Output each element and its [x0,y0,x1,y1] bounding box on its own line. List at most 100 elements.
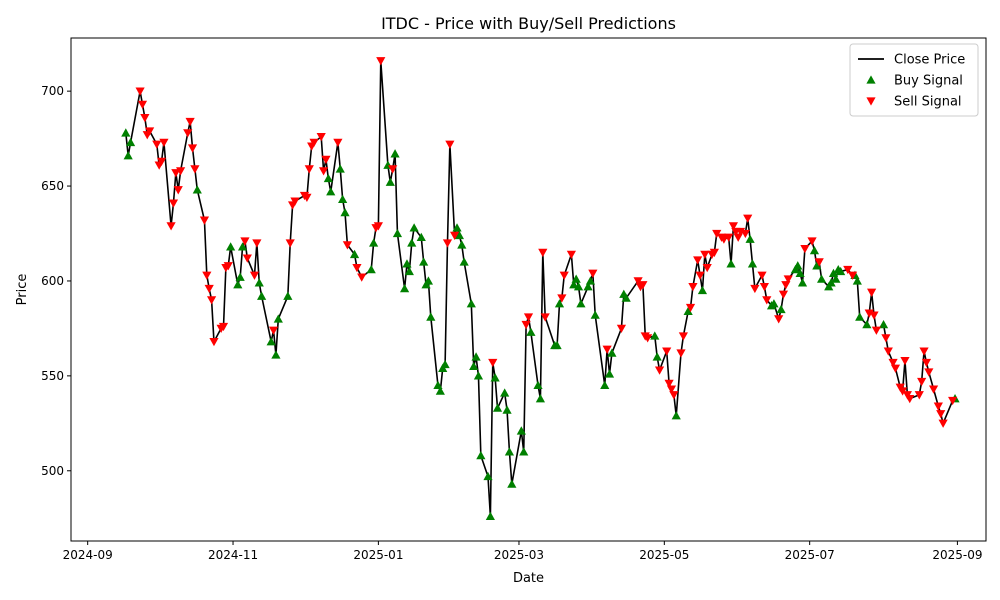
sell-signal-marker [702,263,712,273]
sell-signal-marker [309,138,319,147]
buy-signal-marker [419,257,429,266]
sell-signal-marker [223,262,233,271]
sell-signal-marker [919,347,929,356]
sell-signal-marker [442,239,453,248]
sell-signal-marker [871,326,881,335]
buy-signal-marker [399,283,410,293]
sell-signal-marker [643,334,653,343]
sell-signal-marker [928,385,939,394]
sell-signal-marker [302,193,312,203]
buy-signal-marker [490,373,500,382]
buy-signal-marker [349,249,360,259]
buy-signal-marker [435,386,445,395]
sell-signal-marker [206,296,217,305]
sell-signal-marker [218,322,229,332]
sell-signal-marker [538,248,548,258]
sell-signal-marker [881,334,891,343]
sell-signal-marker [566,250,576,259]
legend-label: Sell Signal [894,95,962,110]
sell-signal-marker [936,410,946,419]
axes: 2024-09 2024-11 2025-01 2025-03 2025-05 2025-… [41,84,982,562]
sell-signal-marker [290,197,300,206]
legend-sell-swatch [866,97,876,106]
buy-signal-marker [423,276,434,285]
buy-signal-marker [745,234,755,243]
sell-signal-marker [166,222,176,231]
buy-signal-marker [535,394,546,403]
sell-signal-marker [759,282,769,292]
sell-signal-marker [917,377,927,387]
buy-signal-marker [516,426,526,435]
sell-signal-marker [709,248,719,258]
sell-signal-marker [740,229,750,239]
buy-signal-marker [366,264,376,274]
buy-signal-marker [769,299,779,308]
buy-signal-marker [340,208,350,217]
sell-signal-marker [321,155,331,165]
buy-signal-marker [121,128,131,137]
buy-signal-marker [402,259,412,268]
sell-signal-marker [252,239,262,248]
buy-signal-marker [454,230,464,240]
buy-signal-marker [852,276,862,285]
sell-signal-marker [678,332,688,341]
sell-signal-marker [662,347,672,356]
buy-signal-marker [283,291,293,300]
buy-signal-marker [809,245,820,255]
sell-signal-marker [152,140,162,149]
buy-signal-marker [607,348,617,357]
buy-signal-marker [192,185,202,194]
sell-signal-marker [933,402,943,411]
x-tick-label: 2024-09 [63,548,113,562]
sell-signal-marker [616,324,627,334]
sell-signal-marker [333,138,343,147]
sell-signal-marker [145,127,155,136]
y-tick-label: 700 [41,84,64,98]
buy-signal-marker [254,278,264,287]
sell-signal-marker [638,281,648,290]
buy-signal-marker [237,242,248,251]
sell-signal-marker [357,273,367,282]
sell-signal-marker [137,100,148,110]
sell-signal-marker [268,326,279,335]
buy-signal-marker [473,371,484,380]
buy-signal-marker [652,352,662,361]
sell-signal-marker [843,265,853,275]
buy-signal-marker [795,268,805,278]
sell-signal-marker [249,271,260,280]
buy-signal-marker [326,187,336,196]
buy-signal-marker [335,164,345,173]
sell-signal-marker [728,222,739,231]
buy-signal-marker [590,310,600,319]
buy-signal-marker [600,380,610,390]
buy-signal-marker [554,299,565,308]
buy-signal-marker [576,299,586,308]
buy-signal-marker [683,306,693,316]
sell-signal-marker [847,271,858,280]
buy-signal-marker [390,149,400,158]
sell-signal-marker [654,366,665,375]
buy-signal-marker [440,359,450,369]
buy-signal-marker [271,350,281,359]
buy-signal-marker [836,266,846,276]
buy-signal-marker [816,274,827,283]
sell-signal-marker [757,271,767,280]
buy-signal-marker [831,274,841,283]
buy-signal-marker [466,299,476,308]
sell-signal-marker [867,288,877,297]
buy-signal-marker [878,320,889,329]
buy-signal-marker [492,403,503,412]
legend: Close Price Buy Signal Sell Signal [849,43,979,117]
x-tick-label: 2025-05 [639,548,689,562]
sell-signal-marker [700,250,710,259]
sell-signal-marker [376,57,386,66]
buy-signal-marker [671,411,681,420]
buy-signal-marker [273,314,283,323]
sell-signal-marker [676,349,686,358]
buy-signal-marker [469,361,479,371]
sell-signal-marker [523,313,534,322]
x-tick-label: 2025-01 [353,548,403,562]
sell-signal-marker [156,157,167,166]
buy-signal-marker [338,194,348,204]
legend-label: Close Price [894,53,965,68]
